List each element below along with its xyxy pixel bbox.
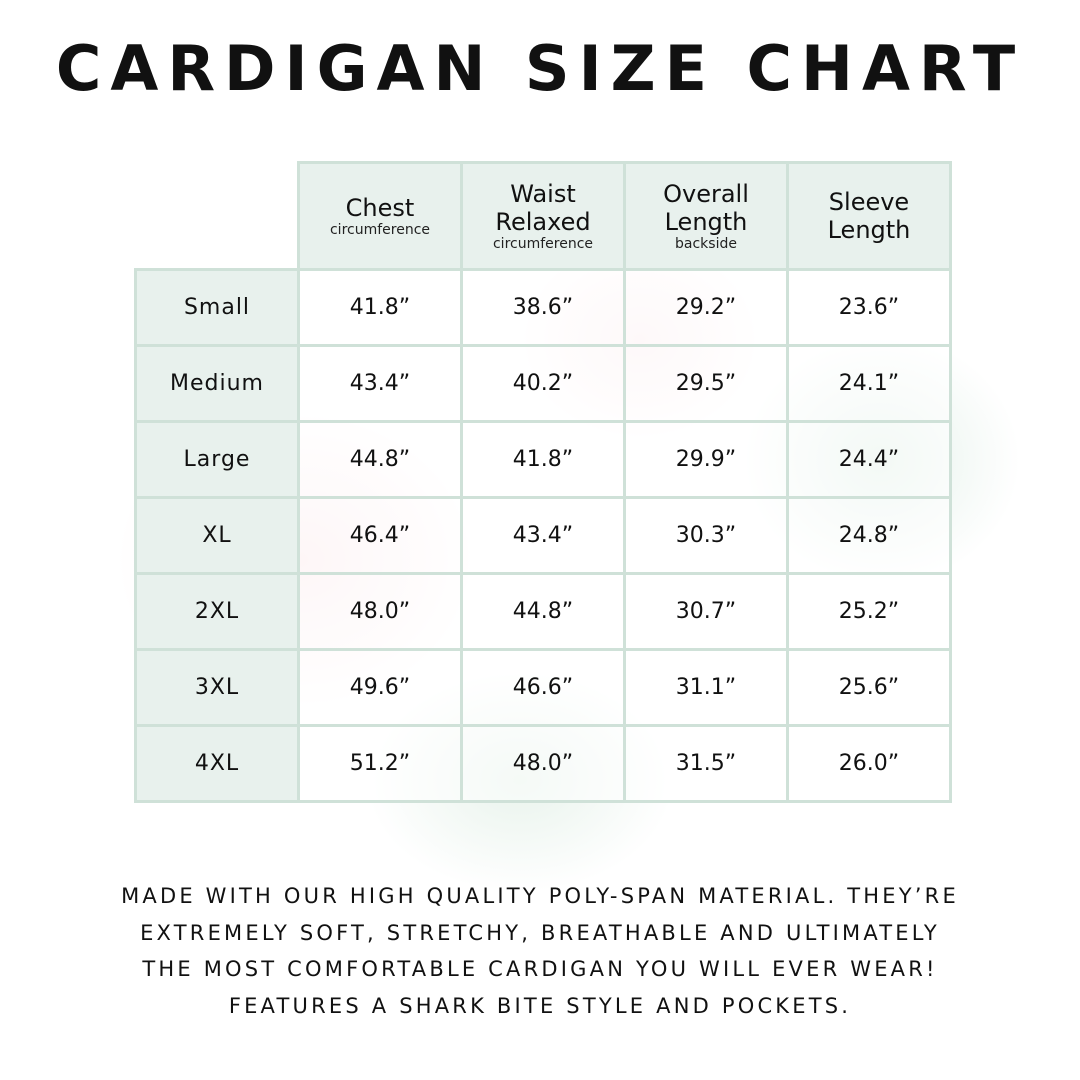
column-header-chest: Chest circumference (297, 161, 463, 271)
measurement-cell: 25.6” (786, 648, 952, 727)
measurement-cell: 48.0” (460, 724, 626, 803)
size-label: Large (134, 420, 300, 499)
description-line: Features a shark bite style and pockets. (228, 993, 852, 1018)
size-label: 3XL (134, 648, 300, 727)
measurement-cell: 24.8” (786, 496, 952, 575)
column-header-sleeve: Sleeve Length (786, 161, 952, 271)
measurement-cell: 30.3” (623, 496, 789, 575)
measurement-cell: 44.8” (297, 420, 463, 499)
corner-cell (135, 162, 299, 271)
column-header-length: Overall Length backside (623, 161, 789, 271)
measurement-cell: 26.0” (786, 724, 952, 803)
table-row: XL 46.4” 43.4” 30.3” 24.8” (134, 496, 952, 575)
description-line: extremely soft, stretchy, breathable and… (140, 920, 940, 945)
size-label: 2XL (134, 572, 300, 651)
header-row: Chest circumference Waist Relaxed circumfe… (135, 161, 952, 271)
measurement-cell: 48.0” (297, 572, 463, 651)
table-row: 4XL 51.2” 48.0” 31.5” 26.0” (134, 724, 952, 803)
measurement-cell: 41.8” (297, 268, 463, 347)
table-row: Large 44.8” 41.8” 29.9” 24.4” (134, 420, 952, 499)
measurement-cell: 23.6” (786, 268, 952, 347)
measurement-cell: 38.6” (460, 268, 626, 347)
measurement-cell: 44.8” (460, 572, 626, 651)
table-row: 3XL 49.6” 46.6” 31.1” 25.6” (134, 648, 952, 727)
description-line: Made with our high quality poly-span mat… (121, 884, 959, 908)
measurement-cell: 30.7” (623, 572, 789, 651)
description-line: the most comfortable cardigan you will e… (142, 957, 938, 981)
size-label: Medium (134, 344, 300, 423)
measurement-cell: 41.8” (460, 420, 626, 499)
measurement-cell: 43.4” (297, 344, 463, 423)
measurement-cell: 46.4” (297, 496, 463, 575)
measurement-cell: 31.5” (623, 724, 789, 803)
measurement-cell: 49.6” (297, 648, 463, 727)
measurement-cell: 46.6” (460, 648, 626, 727)
product-description: Made with our high quality poly-span mat… (0, 878, 1080, 1024)
measurement-cell: 29.9” (623, 420, 789, 499)
table-row: Small 41.8” 38.6” 29.2” 23.6” (134, 268, 952, 347)
measurement-cell: 43.4” (460, 496, 626, 575)
measurement-cell: 24.4” (786, 420, 952, 499)
table-row: Medium 43.4” 40.2” 29.5” 24.1” (134, 344, 952, 423)
size-table: Chest circumference Waist Relaxed circumfe… (134, 161, 952, 803)
column-header-waist: Waist Relaxed circumference (460, 161, 626, 271)
measurement-cell: 29.5” (623, 344, 789, 423)
measurement-cell: 40.2” (460, 344, 626, 423)
size-label: 4XL (134, 724, 300, 803)
table-row: 2XL 48.0” 44.8” 30.7” 25.2” (134, 572, 952, 651)
measurement-cell: 24.1” (786, 344, 952, 423)
measurement-cell: 25.2” (786, 572, 952, 651)
measurement-cell: 51.2” (297, 724, 463, 803)
size-label: XL (134, 496, 300, 575)
measurement-cell: 29.2” (623, 268, 789, 347)
size-label: Small (134, 268, 300, 347)
page-title: CARDIGAN SIZE CHART (55, 32, 1025, 105)
measurement-cell: 31.1” (623, 648, 789, 727)
